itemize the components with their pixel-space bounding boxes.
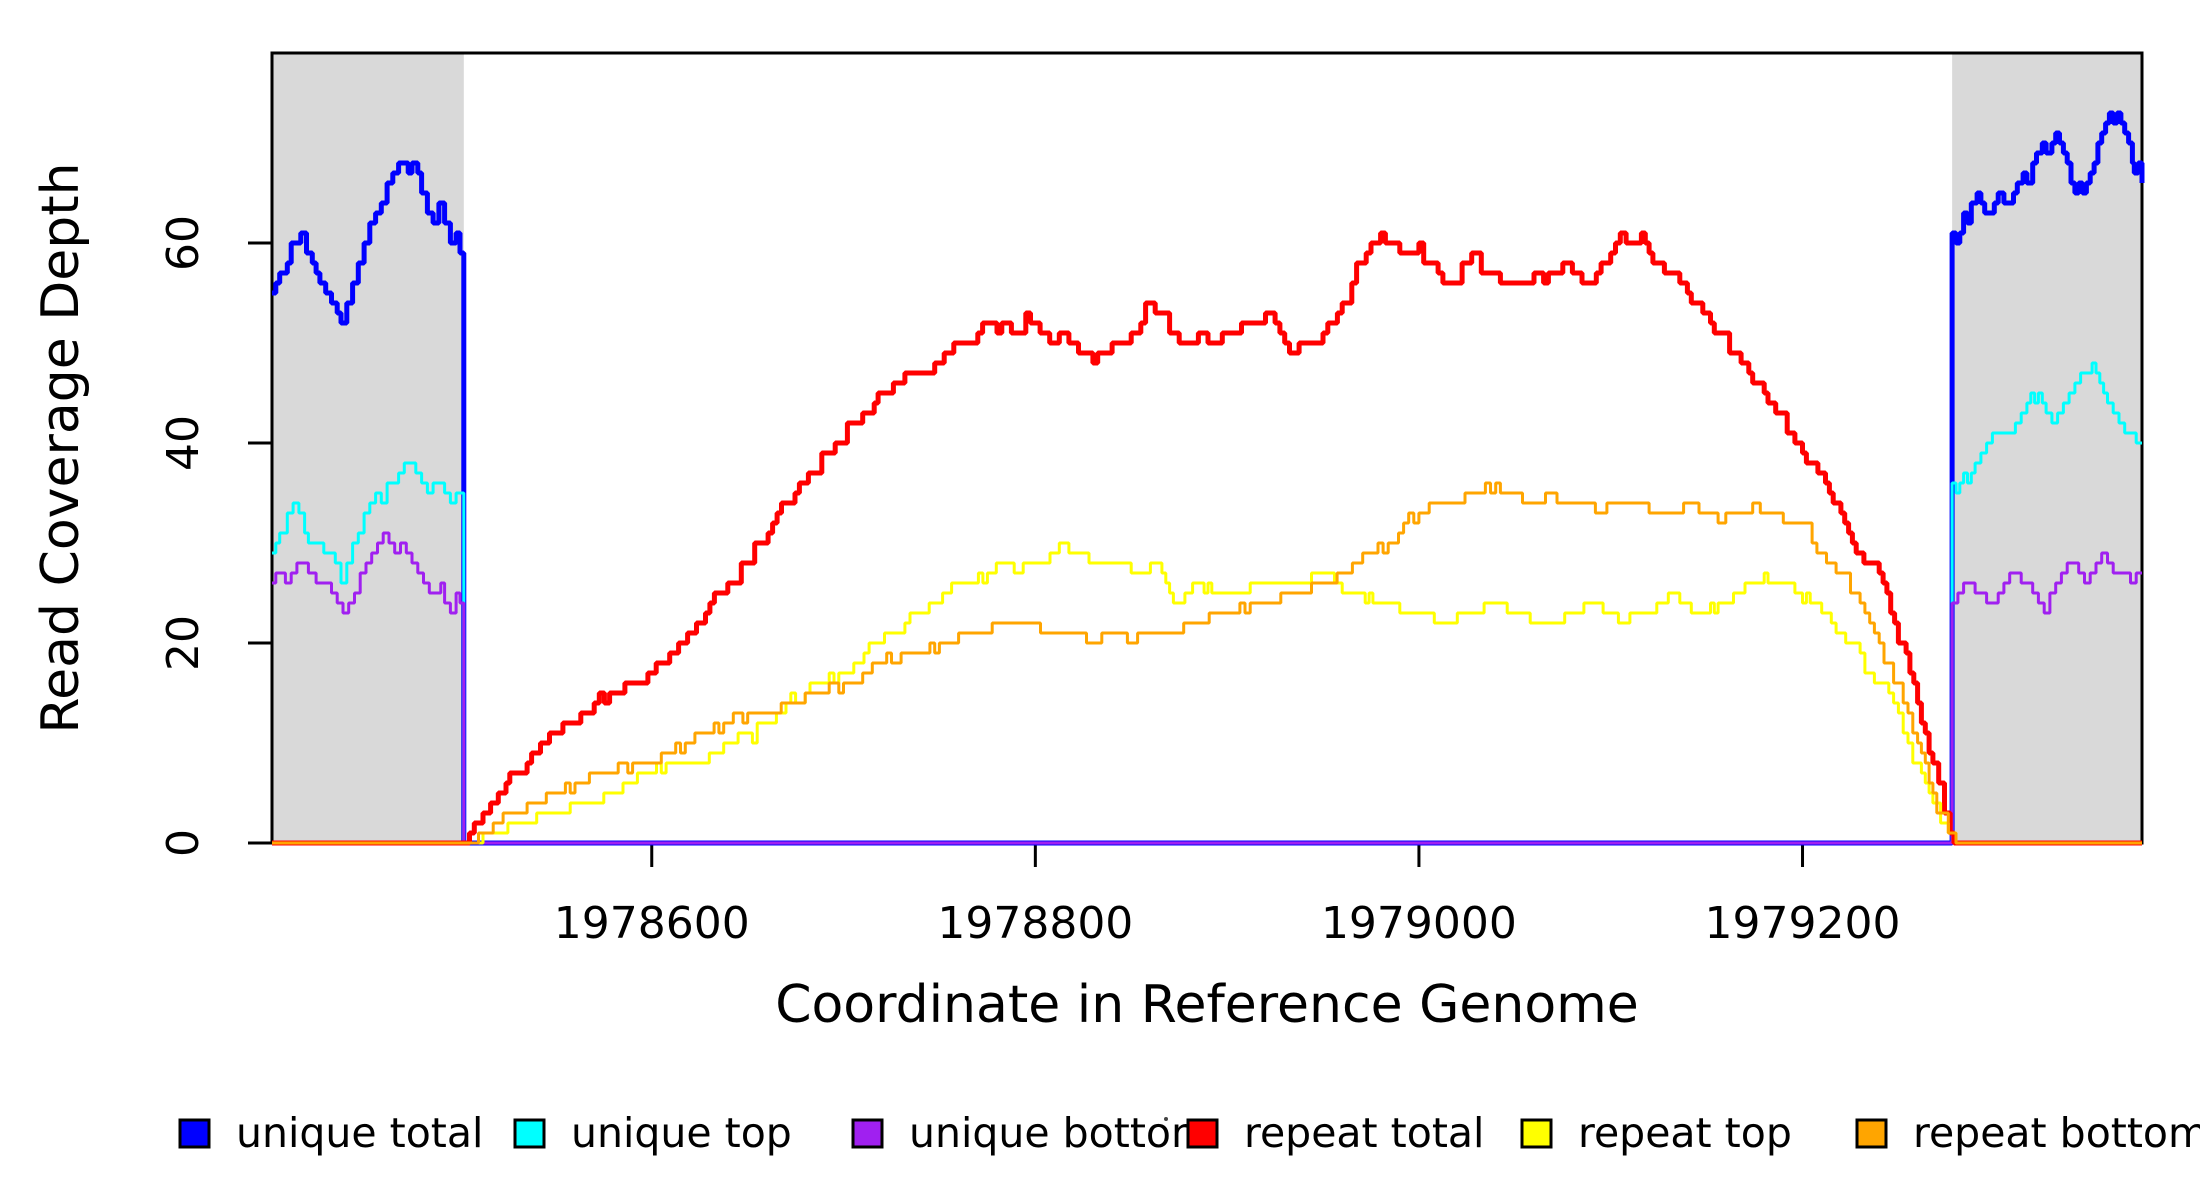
shaded-region-left [272, 53, 464, 843]
legend-swatch-unique-total [178, 1118, 211, 1149]
x-axis-tick-label: 1978800 [937, 898, 1133, 949]
y-axis-title: Read Coverage Depth [31, 162, 91, 733]
x-axis-tick-label: 1978600 [554, 898, 750, 949]
series-line-repeat-total [272, 230, 2142, 846]
legend-label-repeat-total: repeat total [1244, 1109, 1484, 1157]
legend-label-unique-total: unique total [236, 1109, 483, 1157]
x-axis-title: Coordinate in Reference Genome [775, 975, 1639, 1035]
legend-label-unique-bottom: unique bottom [909, 1109, 1211, 1157]
legend-label-unique-top: unique top [571, 1109, 792, 1157]
legend-label-repeat-top: repeat top [1578, 1109, 1792, 1157]
legend-swatch-unique-top [513, 1118, 546, 1149]
x-axis-tick-label: 1979200 [1705, 898, 1901, 949]
y-axis-tick-label: 0 [158, 829, 209, 857]
legend-swatch-unique-bottom [851, 1118, 884, 1149]
y-axis-tick-label: 40 [158, 415, 209, 471]
series-line-repeat-top [272, 541, 2142, 845]
legend-swatch-repeat-total [1186, 1118, 1219, 1149]
legend-swatch-repeat-bottom [1855, 1118, 1888, 1149]
y-axis-tick-label: 60 [158, 215, 209, 271]
shaded-region-right [1952, 53, 2142, 843]
x-axis-tick-label: 1979000 [1321, 898, 1517, 949]
series-line-repeat-bottom [272, 481, 2142, 845]
legend-label-repeat-bottom: repeat bottom [1913, 1109, 2200, 1157]
series-line-unique-top [272, 361, 2142, 845]
legend-swatch-repeat-top [1520, 1118, 1553, 1149]
y-axis-tick-label: 20 [158, 615, 209, 671]
series-line-unique-bottom [272, 531, 2142, 845]
stray-dot-mark [1164, 1117, 1168, 1121]
series-line-unique-total [272, 110, 2145, 846]
